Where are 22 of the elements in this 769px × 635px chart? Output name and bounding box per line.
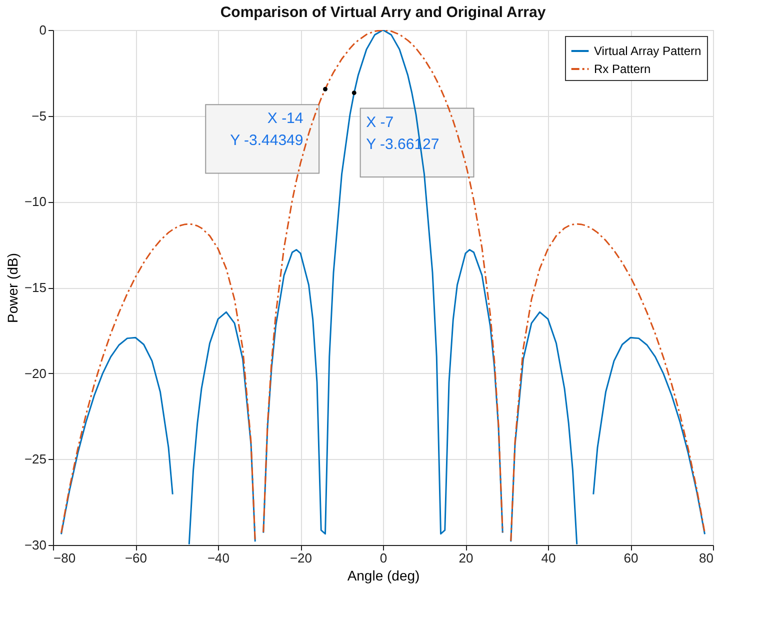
y-tick-label: −15: [24, 280, 46, 295]
chart-title: Comparison of Virtual Arry and Original Array: [220, 4, 546, 21]
x-tick-label: 60: [624, 550, 638, 566]
legend-label: Virtual Array Pattern: [594, 44, 702, 58]
legend-label: Rx Pattern: [594, 62, 651, 76]
x-tick-label: 20: [458, 550, 474, 566]
x-tick-label: 80: [699, 550, 714, 566]
y-tick-label: −25: [24, 452, 46, 467]
y-axis-title: Power (dB): [4, 252, 20, 324]
x-tick-label: −80: [54, 550, 76, 566]
x-tick-label: 40: [541, 550, 556, 566]
x-tick-label: −20: [290, 550, 312, 566]
x-tick-label: −40: [207, 550, 230, 566]
x-tick-label: 0: [380, 550, 388, 566]
y-tick-label: −5: [32, 108, 46, 124]
y-tick-label: −30: [24, 538, 46, 552]
y-tick-label: −10: [24, 194, 46, 210]
annotation: X -14 Y -3.44349: [230, 110, 304, 150]
y-tick-label: 0: [39, 22, 46, 38]
x-axis-title: Angle (deg): [347, 568, 420, 584]
x-tick-label: −60: [124, 550, 148, 566]
y-tick-label: −20: [24, 366, 46, 381]
